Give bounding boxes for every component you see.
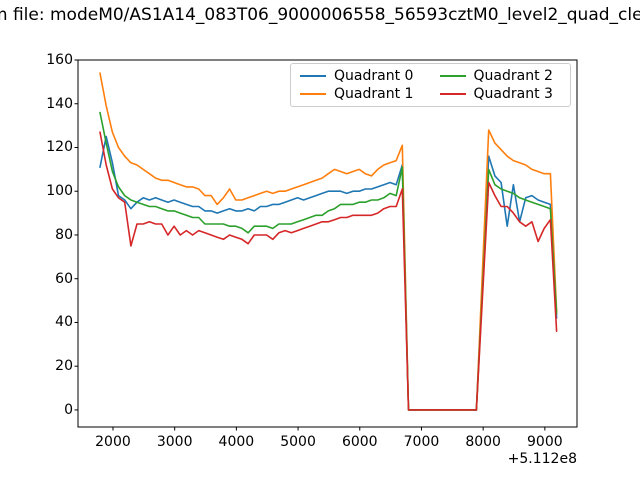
legend-label-quadrant-1: Quadrant 1 (334, 85, 414, 102)
series-line-quadrant-1 (99, 72, 558, 411)
legend-item-quadrant-2: Quadrant 2 (439, 68, 562, 85)
legend-label-quadrant-2: Quadrant 2 (473, 68, 553, 85)
legend-line-quadrant-0 (300, 75, 326, 78)
x-tick-label: 4000 (218, 434, 255, 450)
legend-item-quadrant-0: Quadrant 0 (300, 68, 422, 84)
series-lines (99, 72, 558, 411)
x-axis-offset-text: +5.112e8 (507, 451, 577, 467)
tick-marks (74, 59, 546, 431)
legend-item-quadrant-1: Quadrant 1 (300, 86, 422, 102)
y-tick-label: 0 (64, 401, 73, 418)
x-tick-label: 6000 (341, 434, 378, 450)
plot-area (77, 59, 578, 428)
y-tick-label: 140 (46, 95, 73, 112)
legend-line-quadrant-1 (300, 92, 326, 95)
y-tick-label: 20 (55, 358, 73, 375)
y-tick-label: 160 (46, 52, 73, 68)
series-line-quadrant-3 (99, 131, 558, 411)
x-tick-label: 9000 (527, 434, 563, 450)
x-tick-label: 3000 (156, 434, 193, 450)
figure-title: m file: modeM0/AS1A14_083T06_9000006558_… (0, 5, 640, 25)
x-tick-label: 7000 (403, 434, 440, 450)
legend-label-quadrant-0: Quadrant 0 (334, 68, 414, 85)
y-tick-label: 100 (46, 183, 73, 200)
y-tick-label: 80 (55, 226, 73, 243)
x-tick-label: 5000 (280, 434, 316, 450)
legend: Quadrant 0 Quadrant 1 Quadrant 2 Quadran… (290, 63, 571, 107)
legend-line-quadrant-3 (439, 92, 466, 95)
y-tick-label: 60 (55, 270, 73, 287)
y-tick-label: 120 (46, 139, 73, 156)
x-tick-label: 2000 (95, 434, 131, 450)
x-tick-label: 8000 (465, 434, 501, 450)
legend-item-quadrant-3: Quadrant 3 (439, 85, 562, 102)
legend-line-quadrant-2 (439, 75, 466, 78)
y-tick-label: 40 (55, 314, 73, 331)
legend-label-quadrant-3: Quadrant 3 (473, 85, 553, 102)
